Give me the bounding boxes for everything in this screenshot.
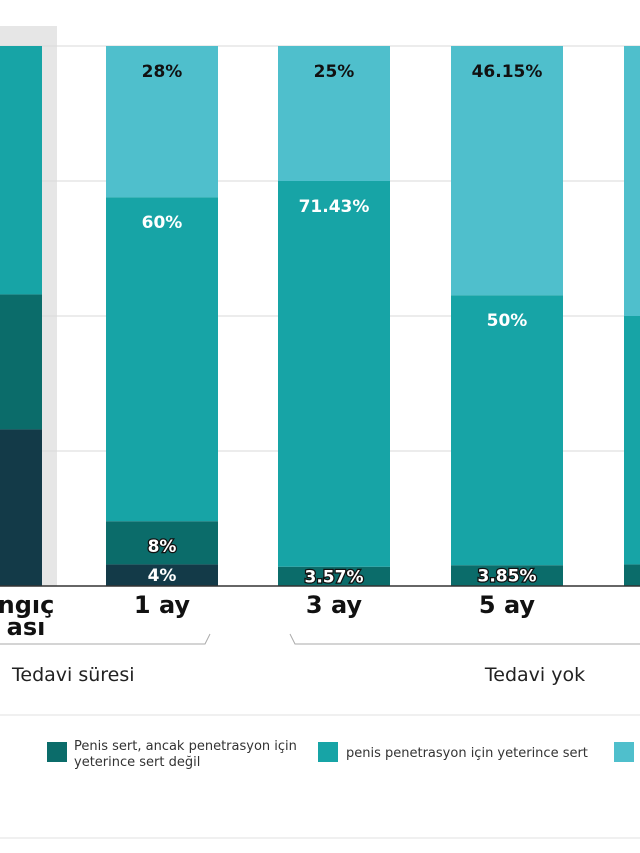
bar-segment (624, 316, 640, 565)
bar-segment (451, 565, 563, 586)
bar-segment (0, 294, 42, 430)
data-label: 3.57% (305, 567, 364, 587)
bar-segment (278, 181, 390, 567)
x-tick-label: 1 ay (134, 591, 191, 619)
bar-segment (624, 564, 640, 586)
group-label: Tedavi süresi (11, 664, 135, 686)
bar-segment (106, 564, 218, 586)
data-label: 46.15% (472, 62, 543, 82)
legend-swatch (318, 742, 338, 762)
group-bracket (289, 633, 640, 645)
bar-segment (278, 46, 390, 181)
bar-segment (106, 197, 218, 522)
data-label: 4% (148, 566, 177, 586)
bar-segment (278, 566, 390, 586)
legend-label: Penis sert, ancak penetrasyon için (74, 739, 297, 754)
bar-segment (0, 429, 42, 586)
bar-segment (451, 295, 563, 566)
bar-segment (106, 521, 218, 565)
bar-segment (451, 46, 563, 296)
bar-segment (624, 46, 640, 316)
bar-segment (0, 46, 42, 295)
data-label: 3.85% (478, 567, 537, 587)
x-tick-label: ngıç (0, 591, 54, 619)
data-label: 50% (487, 311, 528, 331)
x-tick-label: 5 ay (479, 591, 536, 619)
data-label: 25% (314, 62, 355, 82)
bar-segment (106, 46, 218, 198)
legend-swatch (47, 742, 67, 762)
data-label: 60% (142, 213, 183, 233)
data-label: 71.43% (299, 197, 370, 217)
legend-label: yeterince sert değil (74, 755, 200, 770)
data-label: 8% (148, 537, 177, 557)
legend-swatch (614, 742, 634, 762)
data-label: 28% (142, 62, 183, 82)
group-bracket (0, 633, 211, 645)
x-tick-label: 3 ay (306, 591, 363, 619)
legend-label: penis penetrasyon için yeterince sert (346, 746, 588, 761)
x-tick-label: ası (7, 613, 46, 641)
group-label: Tedavi yok (484, 664, 585, 686)
